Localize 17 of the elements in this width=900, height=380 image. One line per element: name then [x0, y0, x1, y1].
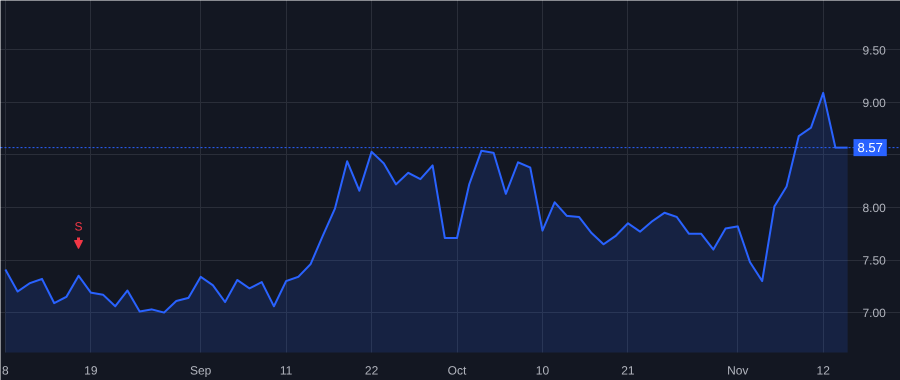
- y-tick-label: 9.50: [862, 43, 886, 58]
- y-tick-label: 9.00: [862, 96, 886, 110]
- ref-line-label: 8.57: [858, 140, 883, 156]
- x-tick-label: 22: [364, 364, 379, 378]
- annotation: S: [74, 220, 83, 234]
- x-tick-label: 11: [280, 364, 293, 378]
- x-tick-label: 21: [621, 364, 635, 378]
- x-tick-label: 10: [536, 364, 550, 378]
- y-tick-label: 7.50: [862, 254, 886, 268]
- x-tick-label: 8: [2, 364, 10, 378]
- y-tick-label: 8.00: [862, 200, 886, 215]
- x-tick-label: 19: [84, 364, 98, 378]
- x-tick-label: Nov: [727, 364, 748, 378]
- x-tick-label: Sep: [190, 364, 212, 378]
- x-tick-label: Oct: [448, 364, 468, 378]
- y-tick-label: 7.00: [862, 306, 886, 320]
- x-tick-label: 12: [816, 364, 830, 378]
